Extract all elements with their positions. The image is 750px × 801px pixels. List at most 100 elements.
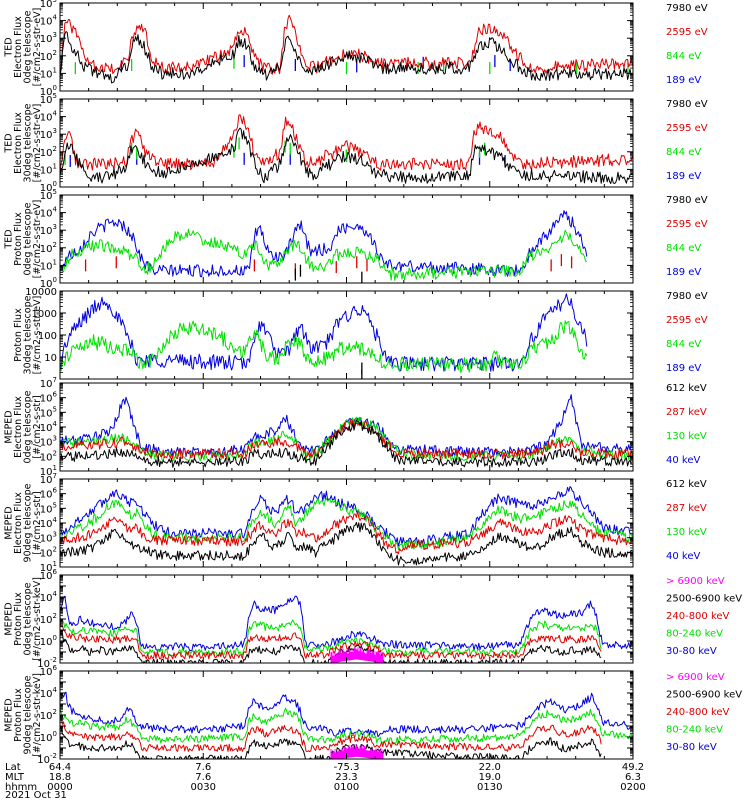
series-black xyxy=(60,127,633,184)
legend-entry: 7980 eV xyxy=(666,3,708,14)
y-axis-label: MEPED xyxy=(4,506,15,539)
series-red xyxy=(60,715,602,753)
legend-entry: 7980 eV xyxy=(666,291,708,302)
data-trace xyxy=(60,622,602,660)
legend-entry: 40 keV xyxy=(666,455,700,466)
legend-entry: 130 keV xyxy=(666,431,707,442)
y-tick-label: 1000 xyxy=(32,309,57,320)
series-black xyxy=(60,31,633,84)
data-trace xyxy=(60,498,633,551)
data-trace xyxy=(330,647,384,663)
data-trace xyxy=(60,522,633,566)
y-axis-label: [#/cm2-s-str-keV] xyxy=(32,577,43,661)
legend-entry: 2500-6900 keV xyxy=(666,690,742,701)
y-axis-label: MEPED xyxy=(4,698,15,731)
y-axis-label: MEPED xyxy=(4,602,15,635)
y-axis-label: TED xyxy=(4,37,15,57)
y-axis-label: 90deg telescope xyxy=(23,675,34,754)
y-axis-label: [#/cm2-s-str-keV] xyxy=(32,673,43,757)
legend-entry: 7980 eV xyxy=(666,99,708,110)
y-axis-label: Electron Flux xyxy=(13,492,24,554)
legend-entry: 2595 eV xyxy=(666,27,708,38)
legend-entry: 2595 eV xyxy=(666,219,708,230)
panel-frame xyxy=(59,2,634,92)
footer-tick-mlt: 23.3 xyxy=(335,772,358,783)
series-green xyxy=(60,416,633,462)
series-green xyxy=(60,320,588,374)
y-tick-label: 105 xyxy=(40,0,57,10)
y-axis-label: Proton Flux xyxy=(13,688,24,742)
legend-entry: 287 keV xyxy=(666,503,707,514)
series-green xyxy=(60,228,588,281)
y-axis-label: [#/cm2-s-str-eV] xyxy=(32,200,43,279)
data-trace xyxy=(60,114,633,173)
footer-tick-mlt: 18.8 xyxy=(48,772,72,783)
legend-entry: 189 eV xyxy=(666,75,701,86)
series-red xyxy=(60,419,633,460)
data-trace xyxy=(60,210,588,278)
y-axis-label: Electron Flux xyxy=(13,396,24,458)
legend-entry: 189 eV xyxy=(666,171,701,182)
y-axis-label: 30deg telescope xyxy=(23,295,34,374)
y-axis-label: Electron Flux xyxy=(13,16,24,78)
series-red xyxy=(60,510,633,555)
legend-entry: 612 keV xyxy=(666,383,707,394)
data-trace xyxy=(60,127,633,184)
y-axis-label: 0deg telescope xyxy=(23,10,34,83)
footer-tick-hhmm: 0200 xyxy=(620,782,646,793)
footer-tick-lat: 64.4 xyxy=(48,762,72,773)
legend-entry: 80-240 keV xyxy=(666,629,723,640)
legend-entry: 844 eV xyxy=(666,243,701,254)
legend-entry: > 6900 keV xyxy=(666,576,725,587)
y-axis-label: TED xyxy=(4,229,15,249)
panel-frame xyxy=(59,98,634,188)
legend-entry: 2595 eV xyxy=(666,123,708,134)
footer-tick-mlt: 6.3 xyxy=(625,772,641,783)
footer-label-lat: Lat xyxy=(5,762,21,773)
footer-tick-hhmm: 0030 xyxy=(190,782,216,793)
footer-date: 2021 Oct 31 xyxy=(5,790,67,801)
legend-entry: 30-80 keV xyxy=(666,646,717,657)
legend-entry: 80-240 keV xyxy=(666,725,723,736)
legend-entry: 612 keV xyxy=(666,479,707,490)
y-axis-label: MEPED xyxy=(4,410,15,443)
footer-tick-lat: -75.3 xyxy=(333,762,360,773)
footer-tick-lat: 7.6 xyxy=(195,762,212,773)
y-axis-label: 30deg telescope xyxy=(23,103,34,182)
y-axis-label: Proton Flux xyxy=(13,308,24,362)
y-axis-label: Proton Flux xyxy=(13,212,24,266)
legend-entry: 130 keV xyxy=(666,527,707,538)
legend-entry: 844 eV xyxy=(666,51,701,62)
data-trace xyxy=(60,691,633,738)
legend-entry: 844 eV xyxy=(666,147,701,158)
legend-entry: 189 eV xyxy=(666,363,701,374)
data-trace xyxy=(330,743,384,759)
legend-entry: 2595 eV xyxy=(666,315,708,326)
legend-entry: > 6900 keV xyxy=(666,672,725,683)
y-axis-label: Electron Flux xyxy=(13,112,24,174)
legend-entry: 240-800 keV xyxy=(666,611,730,622)
series-blue xyxy=(60,595,633,651)
series-green xyxy=(60,707,633,745)
series-green xyxy=(60,498,633,551)
legend-entry: 287 keV xyxy=(666,407,707,418)
series-red xyxy=(60,622,602,660)
y-tick-label: 100 xyxy=(38,331,57,342)
y-axis-label: 0deg telescope xyxy=(23,390,34,463)
y-axis-label: 0deg telescope xyxy=(23,202,34,275)
data-trace xyxy=(60,228,588,281)
footer-tick-mlt: 7.6 xyxy=(195,772,212,783)
y-axis-label: 90deg telescope xyxy=(23,483,34,562)
data-trace xyxy=(60,31,633,84)
footer-label-hhmm: hhmm xyxy=(5,782,38,793)
data-trace xyxy=(60,486,633,548)
y-axis-label: [#/cm2-s-str-eV] xyxy=(32,8,43,87)
series-blue xyxy=(60,293,588,372)
y-axis-label: 0deg telescope xyxy=(23,582,34,655)
legend-entry: 2500-6900 keV xyxy=(666,594,742,605)
